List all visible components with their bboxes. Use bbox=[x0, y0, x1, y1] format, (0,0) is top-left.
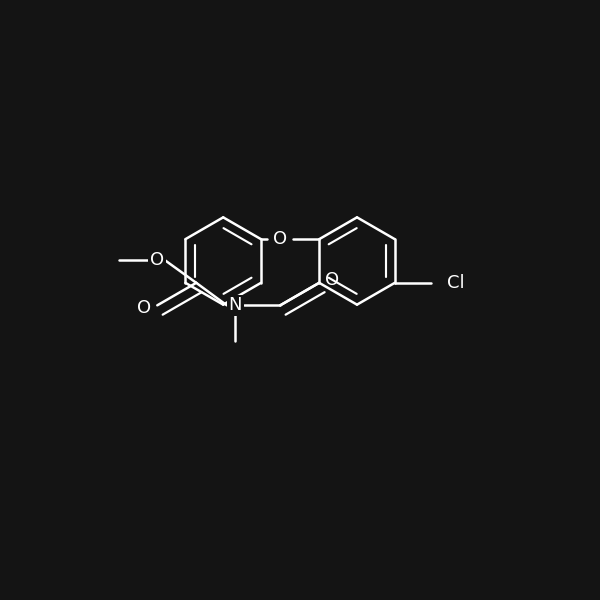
Text: N: N bbox=[229, 296, 242, 314]
Text: O: O bbox=[325, 271, 340, 289]
Text: Cl: Cl bbox=[447, 274, 464, 292]
Text: O: O bbox=[150, 251, 164, 269]
Text: O: O bbox=[273, 230, 287, 248]
Text: O: O bbox=[137, 299, 151, 317]
